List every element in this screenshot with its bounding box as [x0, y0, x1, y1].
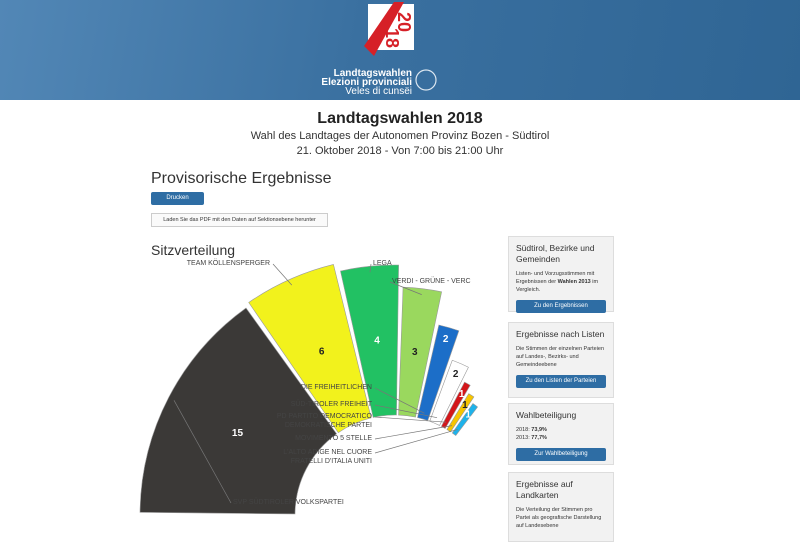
logo[interactable]: 20 18 [350, 0, 450, 100]
card-button[interactable]: Zu den Listen der Parteien [516, 375, 606, 388]
logo-year: 18 [382, 28, 402, 48]
party-label: LEGA [373, 260, 392, 267]
seat-segment [440, 381, 471, 429]
seat-count: 4 [374, 336, 380, 347]
text-bold: Wahlen 2013 [557, 279, 591, 285]
print-button[interactable]: Drucken [151, 192, 204, 205]
turnout: 2018: 73,9% [516, 426, 606, 434]
seat-count: 1 [459, 389, 465, 400]
card-text: Die Stimmen der einzelnen Parteien auf L… [516, 346, 605, 368]
results-heading: Provisorische Ergebnisse [151, 170, 332, 187]
seat-segment [248, 264, 372, 434]
logo-emblem [415, 69, 437, 91]
logo-text: Veles di cunsëi [345, 86, 412, 97]
header: 20 18 Landtagswahlen Elezioni provincial… [0, 0, 800, 100]
card-button[interactable]: Zur Wahlbeteiligung [516, 448, 606, 461]
card-text: Listen- und Vorzugsstimmen mit Ergebniss… [516, 270, 606, 294]
pdf-button[interactable]: Laden Sie das PDF mit den Daten auf Sekt… [151, 213, 328, 227]
seat-segment [398, 286, 442, 418]
seat-segment [446, 393, 475, 433]
seat-count: 3 [412, 347, 418, 358]
chart-title: Sitzverteilung [151, 242, 236, 258]
leader-line [374, 404, 438, 419]
turnout-label: 2013: [516, 435, 532, 441]
card-text: Die Verteilung der Stimmen pro Partei al… [516, 507, 602, 529]
seat-segment [429, 359, 469, 426]
text: im Vergleich. [516, 279, 599, 293]
leader-line [374, 387, 425, 414]
card-title: Ergebnisse auf Landkarten [516, 479, 573, 500]
party-label: TEAM KÖLLENSPERGER [186, 260, 270, 267]
leader-line [389, 281, 422, 295]
seat-count: 6 [319, 346, 325, 357]
leader-line [272, 263, 293, 286]
logo-text: Elezioni provinciali [321, 77, 412, 88]
card: Ergebnisse auf Landkarten Die Verteilung… [508, 472, 614, 542]
text: Listen- und Vorzugsstimmen mit Ergebniss… [516, 271, 595, 285]
seat-count: 2 [453, 369, 459, 380]
page-title: Landtagswahlen 2018 [317, 110, 483, 127]
turnout: 2013: 77,7% [516, 434, 606, 442]
card-title: Südtirol, Bezirke und Gemeinden [516, 243, 595, 264]
seat-count: 15 [232, 428, 244, 439]
turnout-value: 73,9% [531, 427, 547, 433]
party-label: DIE FREIHEITLICHEN [300, 384, 372, 391]
leader-line [374, 416, 447, 423]
page-date: 21. Oktober 2018 - Von 7:00 bis 21:00 Uh… [296, 145, 504, 157]
leader-line [369, 263, 372, 273]
party-label: PD PARTITO DEMOCRATICO DEMOKRATISCHE PAR… [276, 413, 372, 429]
seat-count: 2 [443, 334, 449, 345]
card: Südtirol, Bezirke und Gemeinden Listen- … [508, 236, 614, 313]
seat-count: 1 [465, 410, 471, 421]
party-label: MOVIMENTO 5 STELLE [295, 435, 372, 442]
leader-line [173, 400, 232, 504]
page-subtitle: Wahl des Landtages der Autonomen Provinz… [250, 130, 550, 142]
turnout-value: 77,7% [531, 435, 547, 441]
card: Ergebnisse nach Listen Die Stimmen der e… [508, 322, 614, 398]
party-label: VERDI - GRÜNE - VERC [392, 278, 471, 285]
turnout-label: 2018: [516, 427, 532, 433]
seat-segment [451, 403, 479, 436]
seat-segment [139, 307, 338, 515]
logo-text: Landtagswahlen [333, 68, 412, 79]
logo-stripe [364, 2, 404, 56]
card: Wahlbeteiligung 2018: 73,9% 2013: 77,7% … [508, 403, 614, 465]
party-label: SVP SÜDTIROLER VOLKSPARTEI [233, 499, 344, 506]
leader-line [374, 429, 458, 454]
party-label: SÜD-TIROLER FREIHEIT [290, 401, 372, 408]
logo-year: 20 [394, 12, 414, 32]
leader-line [374, 425, 453, 440]
seat-count: 1 [462, 400, 468, 411]
party-label: L'ALTO ADIGE NEL CUORE FRATELLI D'ITALIA… [283, 449, 372, 465]
card-title: Ergebnisse nach Listen [516, 329, 605, 339]
card-title: Wahlbeteiligung [516, 410, 577, 420]
card-button[interactable]: Zu den Ergebnissen [516, 300, 606, 313]
